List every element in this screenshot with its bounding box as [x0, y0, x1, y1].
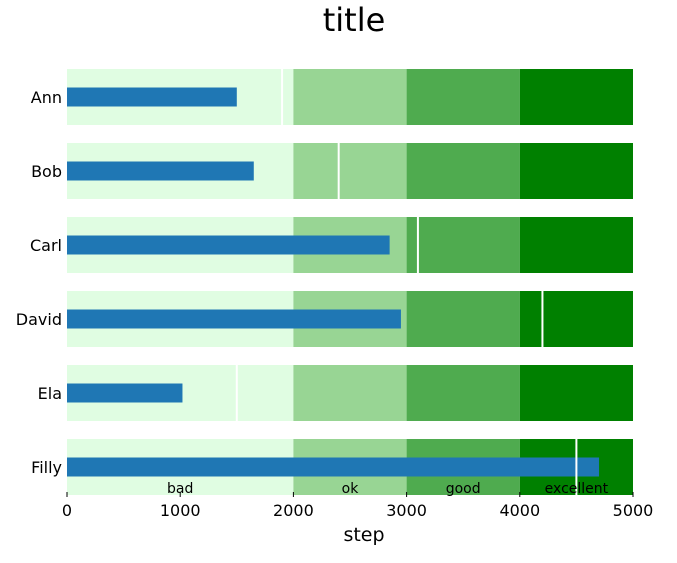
row-ela: Ela — [38, 365, 633, 421]
category-label: Ela — [38, 384, 62, 403]
value-bar — [67, 87, 237, 107]
range-label-ok: ok — [342, 481, 360, 497]
x-tick-label: 5000 — [613, 501, 654, 520]
category-label: Bob — [31, 162, 62, 181]
range-band-good — [406, 143, 520, 199]
value-bar — [67, 309, 401, 329]
chart-title: title — [323, 1, 386, 39]
range-band-excellent — [519, 143, 633, 199]
range-band-excellent — [519, 69, 633, 125]
range-band-ok — [293, 69, 407, 125]
category-label: Ann — [31, 88, 62, 107]
range-label-excellent: excellent — [545, 481, 609, 497]
row-filly: Filly bad ok good excellent — [31, 439, 633, 497]
range-band-good — [406, 291, 520, 347]
x-axis: 0 1000 2000 3000 4000 5000 — [62, 492, 653, 520]
rows-layer: Ann Bob Carl David Ela Filly bad ok good excellen… — [16, 69, 633, 497]
range-label-good: good — [446, 481, 481, 497]
row-ann: Ann — [31, 69, 633, 125]
x-tick-label: 4000 — [499, 501, 540, 520]
range-label-bad: bad — [167, 481, 193, 497]
range-band-good — [406, 217, 520, 273]
x-tick-label: 2000 — [273, 501, 314, 520]
category-label: David — [16, 310, 62, 329]
value-bar — [67, 235, 390, 255]
row-carl: Carl — [30, 217, 633, 273]
value-bar — [67, 457, 600, 477]
range-band-ok — [293, 365, 407, 421]
range-band-excellent — [519, 291, 633, 347]
x-tick-label: 3000 — [386, 501, 427, 520]
range-band-excellent — [519, 217, 633, 273]
x-axis-label: step — [343, 524, 384, 546]
range-band-good — [406, 69, 520, 125]
value-bar — [67, 383, 183, 403]
x-tick-label: 0 — [62, 501, 72, 520]
range-band-excellent — [519, 365, 633, 421]
category-label: Filly — [31, 458, 62, 477]
range-band-good — [406, 365, 520, 421]
row-bob: Bob — [31, 143, 633, 199]
row-david: David — [16, 291, 633, 347]
range-band-ok — [293, 143, 407, 199]
value-bar — [67, 161, 254, 181]
category-label: Carl — [30, 236, 62, 255]
x-tick-label: 1000 — [160, 501, 201, 520]
